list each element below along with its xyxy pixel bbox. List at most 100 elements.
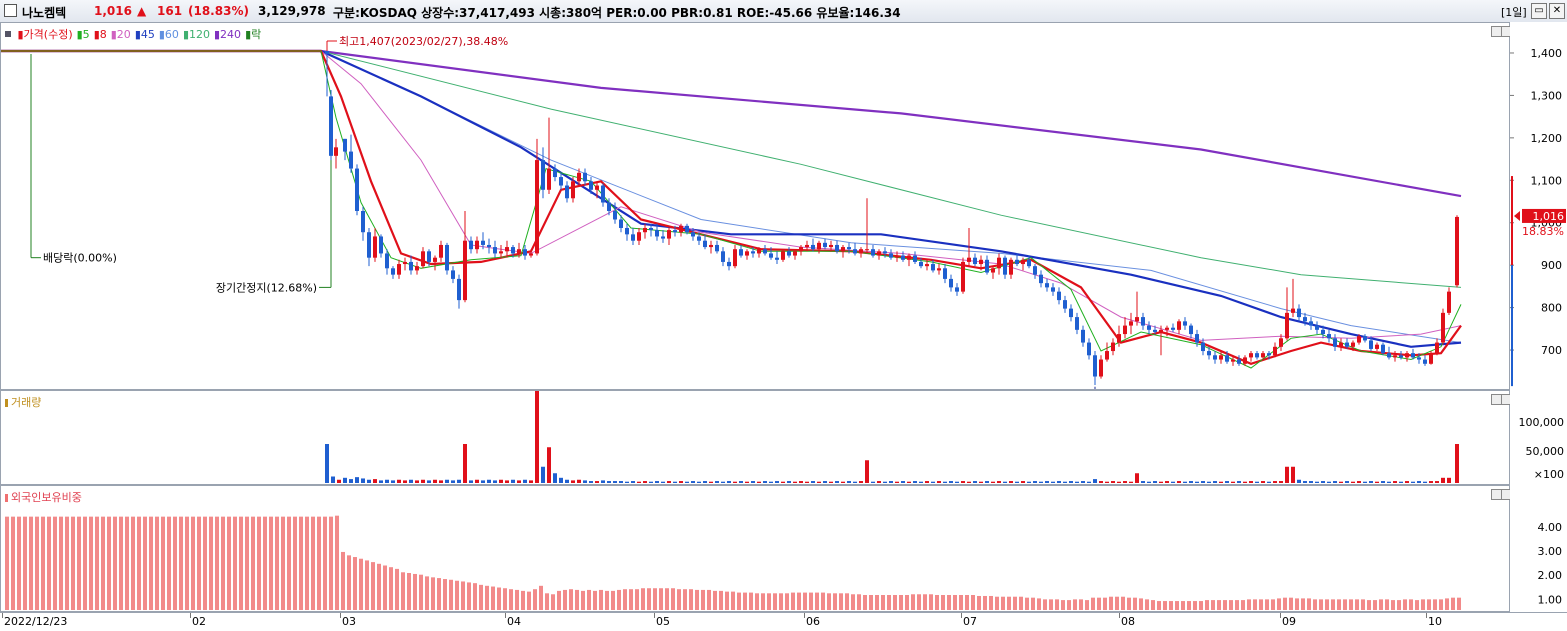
foreign-ratio-bar xyxy=(1391,600,1395,610)
candle-body xyxy=(1237,360,1241,364)
foreign-ratio-bar xyxy=(1247,599,1251,610)
volume-bar xyxy=(1315,482,1319,483)
candle-body xyxy=(787,251,791,255)
foreign-ratio-bar xyxy=(389,567,393,610)
volume-bar xyxy=(1249,481,1253,483)
foreign-ratio-bar xyxy=(107,517,111,610)
foreign-ratio-bar xyxy=(305,517,309,610)
restore-button[interactable]: ▭ xyxy=(1531,3,1547,19)
candle-body xyxy=(751,251,755,253)
volume-bar xyxy=(1255,482,1259,483)
volume-bar xyxy=(1075,482,1079,483)
foreign-ratio-bar xyxy=(1169,601,1173,610)
foreign-ratio-bar xyxy=(821,593,825,610)
foreign-ratio-bar xyxy=(1373,600,1377,610)
volume-bar xyxy=(1147,482,1151,483)
volume-bar xyxy=(601,480,605,483)
foreign-ratio-bar xyxy=(743,593,747,610)
foreign-ratio-bar xyxy=(1361,599,1365,610)
candle-body xyxy=(1243,357,1247,363)
foreign-ratio-bar xyxy=(989,596,993,610)
volume-bar xyxy=(481,480,485,483)
foreign-ratio-bar xyxy=(419,575,423,610)
foreign-ratio-bar xyxy=(323,517,327,610)
candle-body xyxy=(409,262,413,270)
volume-bar xyxy=(667,481,671,483)
volume-panel: 거래량 xyxy=(0,390,1510,485)
candle-body xyxy=(541,160,545,190)
volume-bar xyxy=(1237,481,1241,483)
candle-body xyxy=(481,241,485,245)
up-arrow-icon: ▲ xyxy=(137,4,146,18)
candle-body xyxy=(1093,355,1097,376)
foreign-ratio-bar xyxy=(623,589,627,610)
foreign-ratio-bar xyxy=(1403,599,1407,610)
foreign-ratio-bar xyxy=(17,517,21,610)
foreign-ratio-bar xyxy=(95,517,99,610)
candle-body xyxy=(895,256,899,258)
foreign-ratio-bar xyxy=(767,593,771,610)
volume-bar xyxy=(841,482,845,483)
foreign-ratio-bar xyxy=(1445,598,1449,610)
candle-body xyxy=(457,279,461,300)
foreign-ratio-bar xyxy=(863,595,867,610)
volume-bar xyxy=(1099,481,1103,483)
select-checkbox[interactable] xyxy=(4,4,17,17)
foreign-ratio-bar xyxy=(1433,599,1437,610)
volume-bar xyxy=(871,482,875,483)
candle-body xyxy=(799,247,803,251)
date-tick xyxy=(340,613,341,618)
candle-body xyxy=(757,249,761,253)
volume-bar xyxy=(1455,444,1459,483)
foreign-ratio-bar xyxy=(83,517,87,610)
period-selector[interactable]: [1일] xyxy=(1501,4,1527,20)
foreign-ratio-bar xyxy=(677,589,681,610)
foreign-ratio-bar xyxy=(167,517,171,610)
volume-bar xyxy=(1363,482,1367,483)
foreign-ratio-bar xyxy=(1211,600,1215,610)
price-tick-label: 1,100 xyxy=(1531,174,1563,187)
volume-bar xyxy=(859,481,863,483)
candle-body xyxy=(649,228,653,230)
foreign-ratio-bar xyxy=(257,517,261,610)
candle-body xyxy=(625,228,629,234)
foreign-ratio-bar xyxy=(1115,597,1119,610)
candle-body xyxy=(931,264,935,270)
candle-body xyxy=(691,232,695,236)
volume-bar xyxy=(1033,481,1037,483)
candle-body xyxy=(1249,353,1253,357)
volume-unit: ×100 xyxy=(1534,468,1564,481)
ma-line-45 xyxy=(1,51,1461,347)
volume-bar xyxy=(1351,482,1355,483)
foreign-ratio-bar xyxy=(833,593,837,610)
foreign-ratio-bar xyxy=(449,580,453,610)
volume-bar xyxy=(1177,481,1181,483)
date-tick xyxy=(961,613,962,618)
candle-body xyxy=(967,258,971,262)
foreign-ratio-bar xyxy=(929,594,933,610)
foreign-ratio-bar xyxy=(545,593,549,610)
volume-bar xyxy=(901,481,905,483)
volume-bar xyxy=(475,480,479,483)
candle-body xyxy=(1165,328,1169,330)
volume-bar xyxy=(1369,481,1373,483)
candle-body xyxy=(811,245,815,249)
candle-body xyxy=(421,251,425,266)
candle-body xyxy=(499,251,503,253)
volume-bar xyxy=(403,480,407,483)
candle-body xyxy=(583,173,587,181)
volume-bar xyxy=(391,480,395,483)
close-button[interactable]: ✕ xyxy=(1549,3,1565,19)
foreign-ratio-bar xyxy=(293,517,297,610)
candle-body xyxy=(547,169,551,190)
candle-body xyxy=(1309,321,1313,325)
foreign-ratio-bar xyxy=(1343,599,1347,610)
foreign-ratio-bar xyxy=(1415,600,1419,610)
volume-bar xyxy=(367,480,371,483)
foreign-ratio-bar xyxy=(1283,598,1287,610)
foreign-ratio-bar xyxy=(659,588,663,610)
candle-body xyxy=(577,173,581,181)
candle-body xyxy=(329,96,333,155)
foreign-ratio-bar xyxy=(113,517,117,610)
